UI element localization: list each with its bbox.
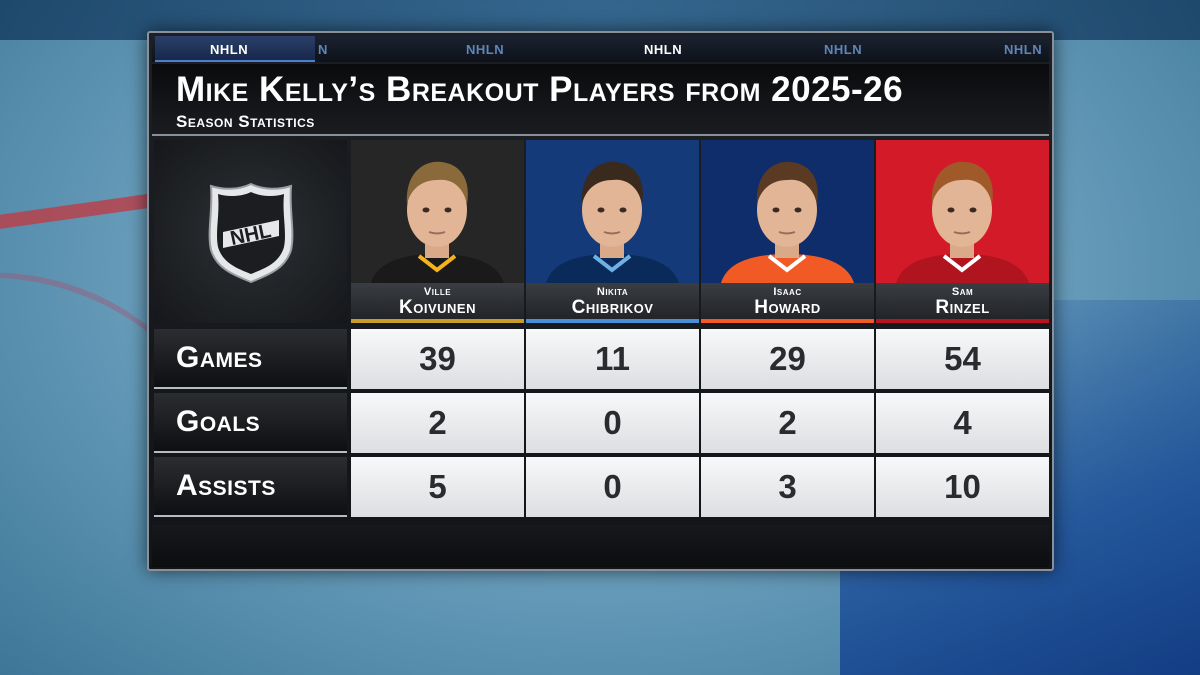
stat-goals: 0 [526,393,699,453]
stats-graphic-panel: NHLN N NHLN NHLN NHLN NHLN Mike Kelly’s … [147,31,1054,571]
stat-games: 54 [876,329,1049,389]
player-mouth [603,231,621,235]
stat-assists: 3 [701,457,874,517]
player-mouth [953,231,971,235]
stat-assists: 10 [876,457,1049,517]
graphic-subtitle: Season Statistics [176,112,315,131]
player-hair [931,161,993,204]
ticker-active-tab [155,36,315,62]
player-photo [526,140,699,283]
row-label-games: Games [154,329,347,389]
ticker-item: NHLN [824,42,863,57]
stat-goals: 2 [701,393,874,453]
player-eye [597,207,605,213]
player-nameplate: Ville Koivunen [351,283,524,323]
rink-red-line [0,192,161,232]
jersey-collar [767,254,807,273]
player-eye [947,207,955,213]
player-hair [406,161,468,204]
jersey-collar [417,254,457,273]
team-color-stripe [701,319,874,323]
player-eye [772,207,780,213]
title-box: Mike Kelly’s Breakout Players from 2025-… [152,64,1049,136]
nhl-logo-cell: NHL [154,140,347,323]
player-eye [444,207,452,213]
player-photo [876,140,1049,283]
stat-goals: 2 [351,393,524,453]
jersey-collar [592,254,632,273]
ticker-item: NHLN [210,42,249,57]
team-color-stripe [526,319,699,323]
stat-assists: 5 [351,457,524,517]
player-eye [619,207,627,213]
player-mouth [778,231,796,235]
player-last-name: Rinzel [935,297,990,318]
player-card: Nikita Chibrikov [526,140,699,323]
player-photo [701,140,874,283]
jersey-collar [942,254,982,273]
player-hair [756,161,818,204]
panel-footer [152,525,1049,567]
player-card: Ville Koivunen [351,140,524,323]
network-ticker: NHLN N NHLN NHLN NHLN NHLN [152,36,1049,62]
player-last-name: Koivunen [399,297,476,318]
player-card: Sam Rinzel [876,140,1049,323]
team-color-stripe [876,319,1049,323]
player-first-name: Nikita [596,286,629,298]
player-nameplate: Nikita Chibrikov [526,283,699,323]
player-face [757,173,817,247]
row-label-goals: Goals [154,393,347,453]
team-color-stripe [351,319,524,323]
player-card: Isaac Howard [701,140,874,323]
stat-games: 29 [701,329,874,389]
stat-assists: 0 [526,457,699,517]
player-face [407,173,467,247]
stat-games: 39 [351,329,524,389]
player-hair [581,161,643,204]
nhl-shield-logo-icon: NHL [208,182,293,283]
player-last-name: Howard [754,297,821,318]
player-photo [351,140,524,283]
player-face [582,173,642,247]
ticker-item: NHLN [1004,42,1043,57]
player-face [932,173,992,247]
player-eye [794,207,802,213]
player-first-name: Sam [951,286,974,298]
graphic-title: Mike Kelly’s Breakout Players from 2025-… [176,70,904,109]
player-eye [422,207,430,213]
player-last-name: Chibrikov [571,297,654,318]
ticker-item: N [318,42,328,57]
player-nameplate: Sam Rinzel [876,283,1049,323]
ticker-item: NHLN [466,42,505,57]
player-mouth [428,231,446,235]
player-first-name: Isaac [773,286,802,298]
player-first-name: Ville [423,286,452,298]
stat-games: 11 [526,329,699,389]
player-nameplate: Isaac Howard [701,283,874,323]
row-label-assists: Assists [154,457,347,517]
stat-goals: 4 [876,393,1049,453]
player-eye [969,207,977,213]
ticker-item: NHLN [644,42,683,57]
